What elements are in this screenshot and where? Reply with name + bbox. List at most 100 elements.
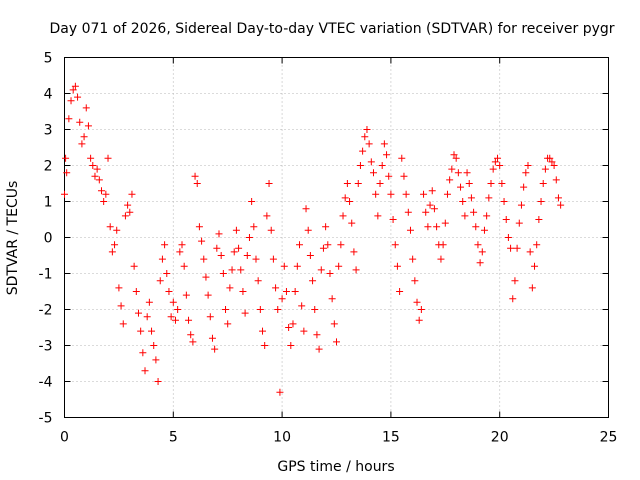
data-point [363, 126, 371, 133]
data-point [528, 284, 536, 292]
data-point [313, 331, 321, 339]
y-tick-label: -2 [39, 303, 53, 319]
data-point [89, 162, 97, 169]
data-point [222, 306, 230, 313]
data-point [285, 324, 293, 331]
data-point [548, 158, 556, 166]
data-point [211, 345, 219, 353]
data-point [487, 180, 495, 187]
data-point [346, 198, 354, 205]
data-point [293, 262, 301, 270]
data-point [465, 180, 473, 187]
data-point [289, 320, 297, 328]
y-tick-label: -3 [39, 339, 53, 355]
data-point [232, 226, 240, 234]
data-point [154, 378, 162, 385]
data-point [430, 205, 438, 213]
data-point [517, 201, 525, 209]
data-point [180, 262, 188, 270]
data-point [213, 244, 221, 252]
data-point [178, 241, 186, 249]
data-point [272, 284, 280, 292]
data-point [396, 288, 404, 295]
data-point [78, 140, 86, 148]
data-point [480, 226, 488, 234]
data-point [65, 115, 73, 123]
y-tick-label: -4 [39, 375, 53, 391]
data-point [483, 212, 491, 220]
data-point [452, 154, 460, 162]
data-point [520, 183, 528, 191]
data-point [204, 291, 212, 299]
data-point [119, 320, 127, 328]
data-point [541, 165, 549, 173]
data-point [406, 226, 414, 234]
data-point [537, 198, 545, 205]
y-tick-label: 0 [44, 231, 53, 247]
data-point [261, 342, 269, 349]
data-point [535, 216, 543, 223]
data-point [200, 255, 208, 263]
data-point [424, 223, 432, 231]
y-tick-label: 3 [44, 123, 53, 139]
data-point [474, 241, 482, 249]
data-point [350, 248, 358, 256]
data-point [111, 241, 119, 249]
data-point [134, 309, 142, 317]
data-point [176, 248, 184, 256]
data-point [84, 122, 92, 130]
data-point [265, 180, 273, 187]
data-point [467, 194, 475, 202]
data-point [509, 295, 517, 303]
data-point [287, 342, 295, 349]
data-point [328, 295, 336, 303]
data-point [415, 316, 423, 324]
data-point [531, 262, 539, 270]
data-point [417, 306, 425, 313]
data-point [87, 154, 95, 162]
data-point [104, 154, 112, 162]
data-point [189, 338, 197, 346]
data-point [359, 147, 367, 155]
data-point [356, 162, 364, 169]
data-point [150, 342, 158, 349]
data-point [391, 241, 399, 249]
data-point [230, 248, 238, 256]
data-point [69, 86, 77, 94]
data-point [504, 234, 512, 241]
data-point [95, 176, 103, 184]
data-point [437, 255, 445, 263]
y-tick-label: 2 [44, 159, 53, 175]
data-point [137, 327, 145, 335]
data-point [491, 158, 499, 166]
data-point [62, 154, 70, 162]
data-point [215, 230, 223, 238]
data-point [552, 176, 560, 184]
data-point [498, 180, 506, 187]
data-point [461, 212, 469, 220]
data-point [446, 176, 454, 184]
data-point [365, 140, 373, 148]
data-point [439, 241, 447, 249]
data-point [539, 180, 547, 187]
axis-ticks: -5 -4 -3 -2 -1 0 1 2 3 4 5 0 5 10 15 20 25 [39, 51, 618, 446]
data-point [385, 172, 393, 180]
data-point [67, 97, 75, 105]
data-point [311, 306, 319, 313]
data-point [82, 104, 90, 112]
data-point [306, 252, 314, 259]
data-point [152, 356, 160, 364]
data-point [259, 327, 267, 335]
data-point [208, 334, 216, 342]
data-point [282, 288, 290, 295]
data-point [367, 158, 375, 166]
data-point [343, 180, 351, 187]
data-point [513, 244, 521, 252]
data-point [428, 187, 436, 195]
data-point [71, 82, 79, 90]
data-point [300, 327, 308, 335]
data-point [450, 151, 458, 159]
data-point [372, 190, 380, 198]
data-point [61, 190, 68, 198]
